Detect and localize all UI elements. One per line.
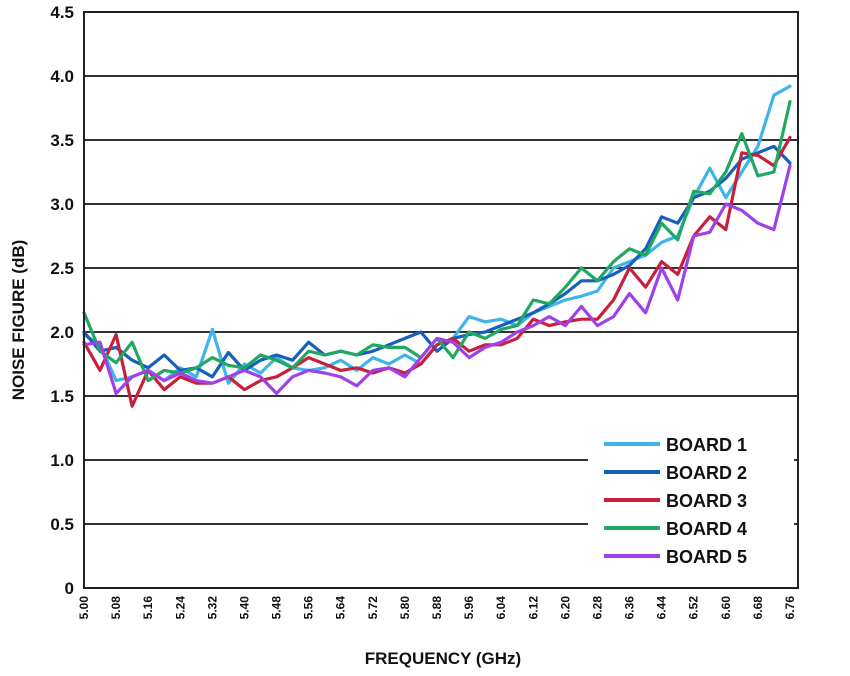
x-tick-labels: 5.00 5.08 5.16 5.24 5.32 5.40 5.48 5.56 5.64 5.72… — [77, 596, 797, 620]
y-tick-label: 3.5 — [50, 131, 74, 150]
y-tick-label: 1.0 — [50, 451, 74, 470]
y-tick-label: 0 — [65, 579, 74, 598]
legend-label: BOARD 1 — [666, 435, 747, 455]
x-tick-label: 5.40 — [237, 596, 251, 620]
x-axis-label: FREQUENCY (GHz) — [365, 649, 521, 668]
x-tick-label: 5.72 — [366, 596, 380, 620]
plot-frame — [83, 11, 799, 589]
x-tick-label: 5.96 — [462, 596, 476, 620]
x-tick-label: 6.12 — [526, 596, 540, 620]
legend-label: BOARD 4 — [666, 519, 747, 539]
y-axis-label: NOISE FIGURE (dB) — [9, 240, 28, 401]
legend: BOARD 1 BOARD 2 BOARD 3 BOARD 4 BOARD 5 — [588, 424, 794, 584]
series-lines — [82, 84, 792, 408]
x-tick-label: 6.68 — [751, 596, 765, 620]
x-tick-label: 5.16 — [141, 596, 155, 620]
x-tick-label: 5.24 — [173, 596, 187, 620]
x-tick-label: 5.08 — [109, 596, 123, 620]
x-tick-label: 6.76 — [783, 596, 797, 620]
legend-label: BOARD 2 — [666, 463, 747, 483]
x-tick-label: 6.36 — [623, 596, 637, 620]
x-tick-label: 5.48 — [270, 596, 284, 620]
y-tick-label: 4.0 — [50, 67, 74, 86]
y-tick-labels: 0 0.5 1.0 1.5 2.0 2.5 3.0 3.5 4.0 4.5 — [50, 3, 74, 598]
y-tick-label: 2.0 — [50, 323, 74, 342]
x-tick-label: 6.44 — [655, 596, 669, 620]
x-tick-label: 6.04 — [494, 596, 508, 620]
y-tick-label: 4.5 — [50, 3, 74, 22]
y-tick-label: 0.5 — [50, 515, 74, 534]
x-tick-label: 5.64 — [334, 596, 348, 620]
y-tick-label: 1.5 — [50, 387, 74, 406]
x-tick-label: 5.32 — [205, 596, 219, 620]
x-tick-label: 5.00 — [77, 596, 91, 620]
series-line-board-5 — [82, 164, 792, 395]
series-line-board-2 — [82, 144, 792, 379]
legend-label: BOARD 5 — [666, 547, 747, 567]
legend-label: BOARD 3 — [666, 491, 747, 511]
x-tick-label: 5.80 — [398, 596, 412, 620]
x-tick-label: 6.52 — [687, 596, 701, 620]
x-tick-label: 5.56 — [302, 596, 316, 620]
x-tick-label: 6.28 — [590, 596, 604, 620]
x-tick-label: 5.88 — [430, 596, 444, 620]
y-tick-label: 2.5 — [50, 259, 74, 278]
x-tick-label: 6.60 — [719, 596, 733, 620]
x-tick-label: 6.20 — [558, 596, 572, 620]
series-line-board-3 — [82, 135, 792, 408]
y-tick-label: 3.0 — [50, 195, 74, 214]
